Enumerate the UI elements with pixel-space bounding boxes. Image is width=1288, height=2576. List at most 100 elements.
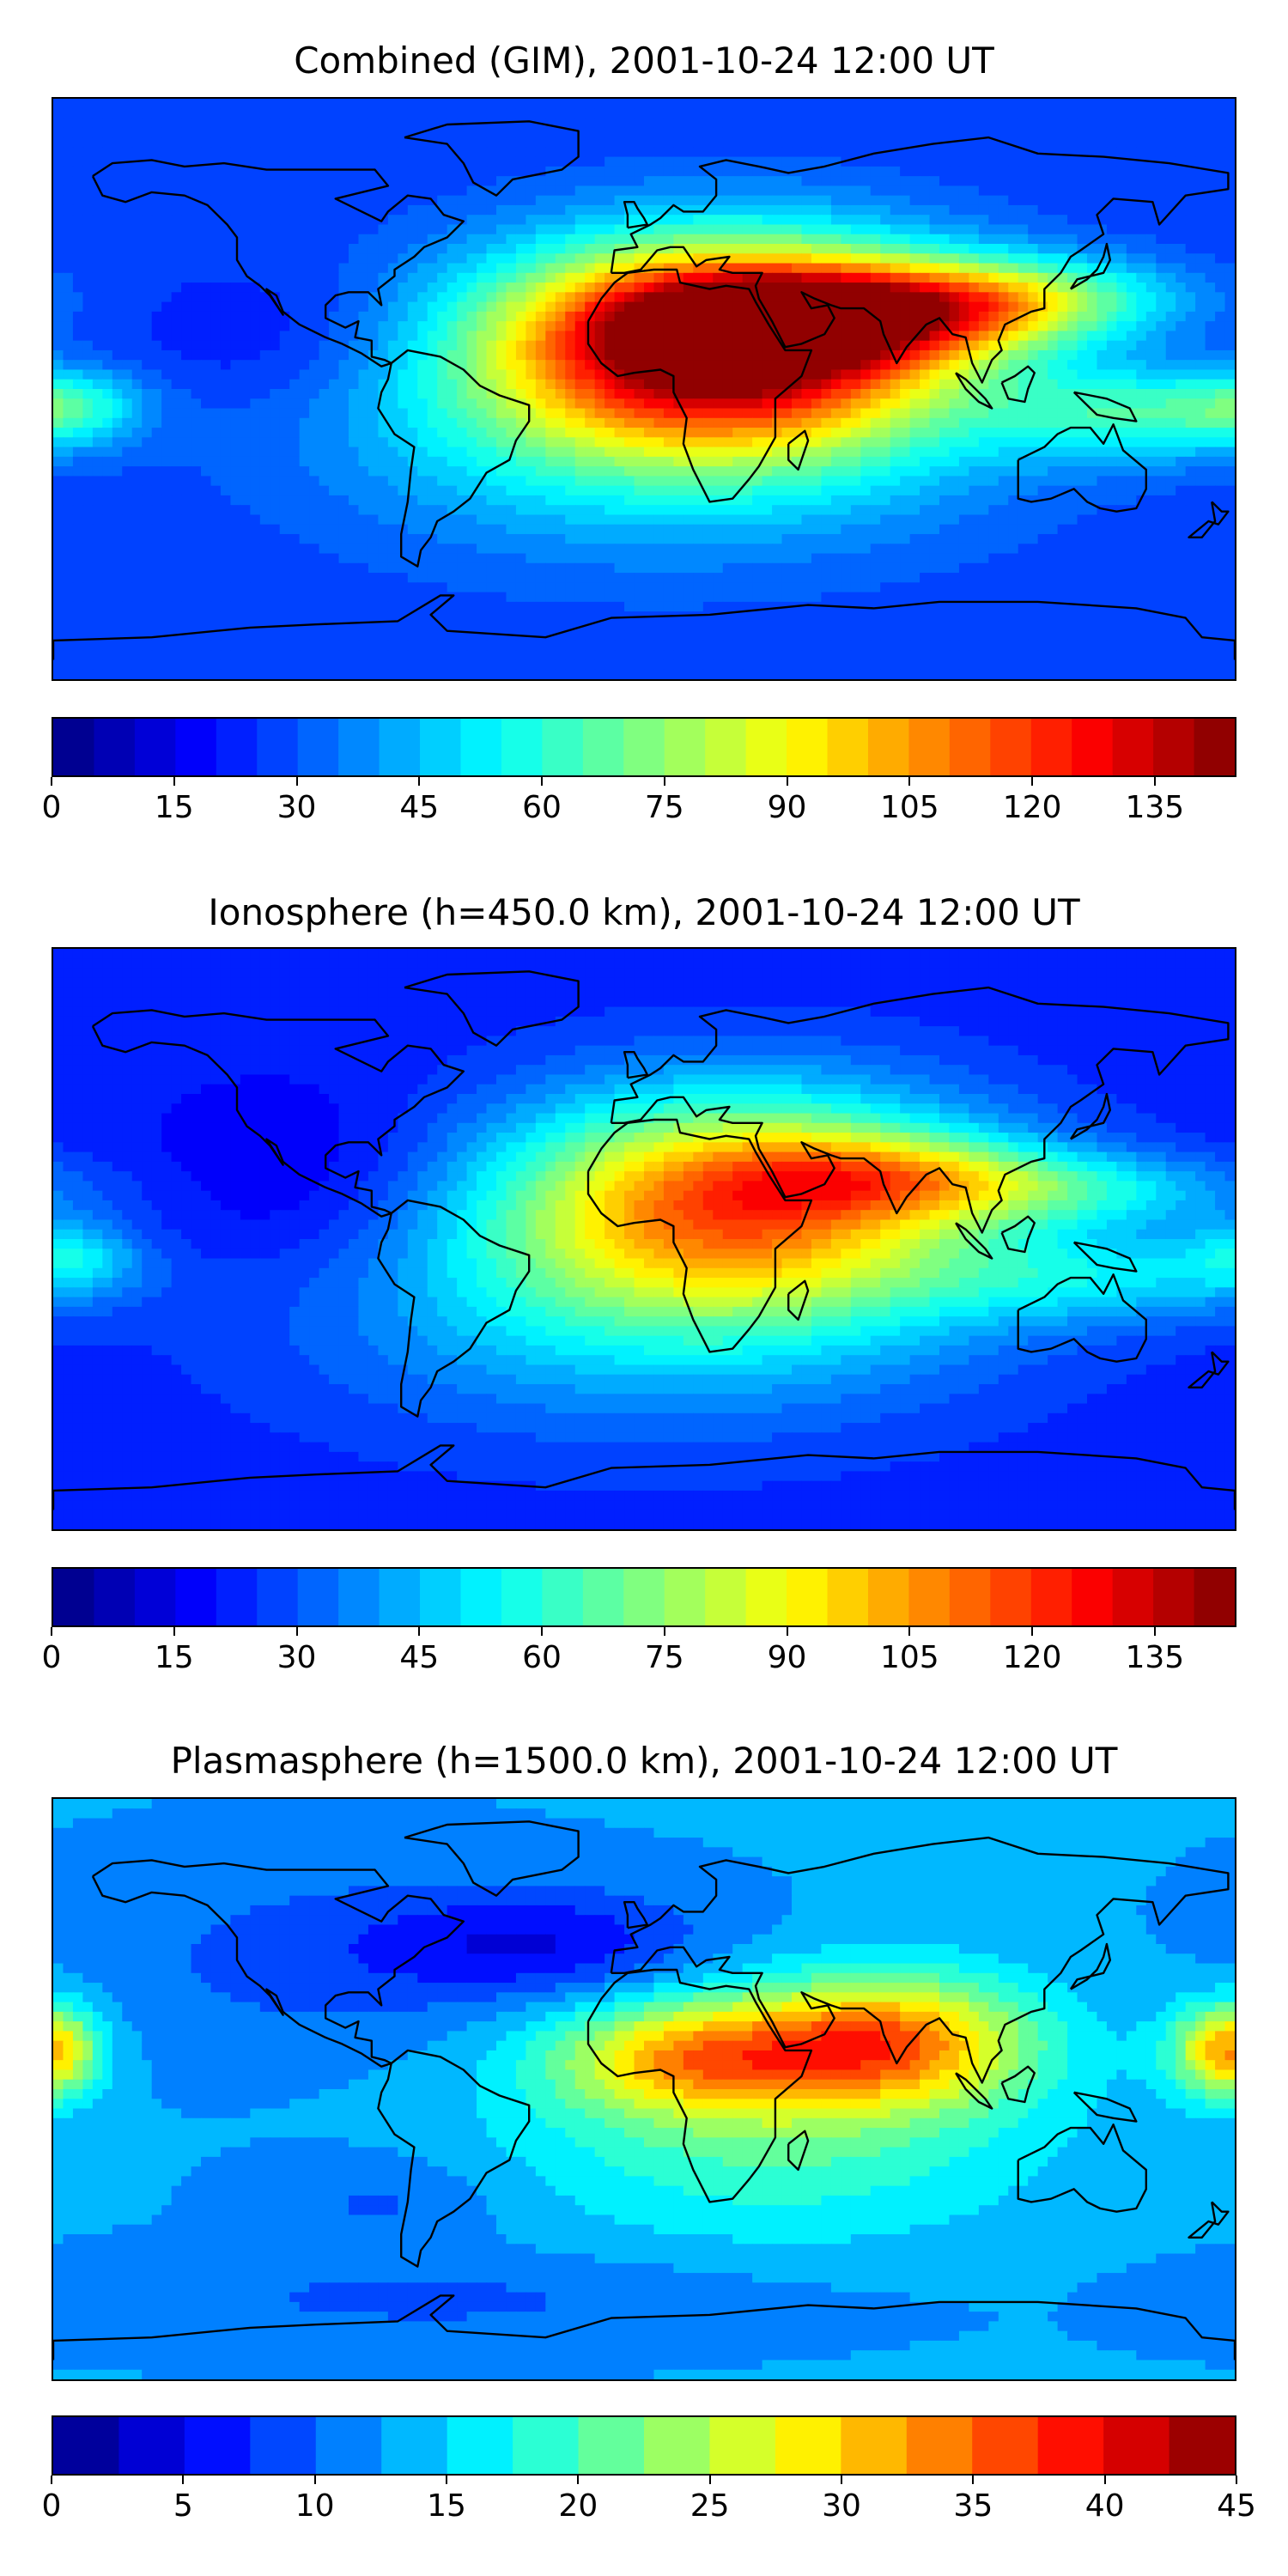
tec-cell bbox=[447, 263, 458, 274]
tec-cell bbox=[594, 476, 605, 487]
tec-cell bbox=[387, 292, 398, 303]
tec-cell bbox=[417, 292, 428, 303]
tec-cell bbox=[1037, 408, 1048, 419]
tec-cell bbox=[555, 263, 566, 274]
tec-cell bbox=[890, 466, 901, 477]
tec-cell bbox=[900, 244, 911, 254]
tec-cell bbox=[515, 108, 526, 119]
tec-cell bbox=[929, 166, 940, 177]
tec-cell bbox=[329, 447, 340, 458]
tec-cell bbox=[693, 147, 704, 158]
tec-cell bbox=[220, 234, 231, 245]
tec-cell bbox=[585, 466, 596, 477]
tec-cell bbox=[634, 137, 645, 148]
tec-cell bbox=[900, 195, 911, 206]
tec-cell bbox=[781, 447, 793, 458]
tec-cell bbox=[1087, 311, 1098, 322]
tec-cell bbox=[1018, 253, 1029, 264]
tec-cell bbox=[909, 389, 920, 399]
tec-cell bbox=[683, 437, 694, 448]
tec-cell bbox=[1205, 447, 1216, 458]
tec-cell bbox=[181, 263, 192, 274]
tec-cell bbox=[349, 456, 360, 467]
tec-cell bbox=[821, 137, 832, 148]
tec-cell bbox=[1195, 398, 1206, 410]
tec-cell bbox=[151, 389, 162, 399]
tec-cell bbox=[92, 185, 103, 197]
tec-cell bbox=[585, 215, 596, 226]
tec-cell bbox=[240, 253, 251, 264]
tec-cell bbox=[742, 340, 753, 351]
tec-cell bbox=[909, 466, 920, 477]
tec-cell bbox=[663, 137, 674, 148]
tec-cell bbox=[890, 408, 901, 419]
tec-cell bbox=[358, 176, 369, 186]
tec-cell bbox=[909, 166, 920, 177]
tec-cell bbox=[958, 166, 969, 177]
tec-cell bbox=[920, 166, 931, 177]
tec-cell bbox=[929, 389, 940, 399]
tec-cell bbox=[506, 398, 517, 410]
tec-cell bbox=[653, 195, 665, 206]
tec-cell bbox=[92, 195, 103, 206]
tec-cell bbox=[151, 195, 162, 206]
tec-cell bbox=[1116, 127, 1127, 138]
tec-cell bbox=[870, 379, 881, 390]
tec-cell bbox=[358, 127, 369, 138]
tec-cell bbox=[988, 321, 999, 331]
tec-cell bbox=[191, 253, 202, 264]
tec-cell bbox=[555, 99, 566, 109]
tec-cell bbox=[1106, 176, 1117, 186]
tec-cell bbox=[417, 456, 428, 467]
tec-cell bbox=[250, 456, 261, 467]
tec-cell bbox=[1037, 118, 1048, 129]
tec-cell bbox=[407, 185, 418, 197]
tec-cell bbox=[398, 417, 409, 428]
tec-cell bbox=[427, 244, 438, 254]
tec-cell bbox=[92, 428, 103, 438]
tec-cell bbox=[1145, 398, 1157, 410]
tec-cell bbox=[368, 204, 379, 216]
tec-cell bbox=[72, 321, 83, 331]
tec-cell bbox=[1106, 485, 1117, 496]
tec-cell bbox=[920, 466, 931, 477]
tec-cell bbox=[742, 495, 753, 506]
tec-cell bbox=[949, 127, 960, 138]
tec-cell bbox=[900, 485, 911, 496]
tec-cell bbox=[486, 263, 497, 274]
tec-cell bbox=[515, 379, 526, 390]
tec-cell bbox=[447, 437, 458, 448]
tec-cell bbox=[230, 369, 241, 380]
tec-cell bbox=[1097, 417, 1108, 428]
tec-cell bbox=[63, 456, 74, 467]
tec-cell bbox=[338, 118, 349, 129]
tec-cell bbox=[1018, 379, 1029, 390]
tec-cell bbox=[850, 428, 861, 438]
tec-cell bbox=[387, 234, 398, 245]
tec-cell bbox=[752, 340, 763, 351]
tec-cell bbox=[427, 476, 438, 487]
tec-cell bbox=[1215, 272, 1226, 283]
tec-cell bbox=[437, 379, 448, 390]
tec-cell bbox=[466, 166, 477, 177]
tec-cell bbox=[171, 311, 182, 322]
tec-cell bbox=[545, 331, 556, 342]
tec-cell bbox=[112, 127, 123, 138]
tec-cell bbox=[1018, 292, 1029, 303]
tec-cell bbox=[929, 379, 940, 390]
tec-cell bbox=[496, 253, 507, 264]
tec-cell bbox=[752, 360, 763, 371]
tec-cell bbox=[63, 398, 74, 410]
tec-cell bbox=[112, 398, 123, 410]
tec-cell bbox=[653, 369, 665, 380]
tec-cell bbox=[811, 398, 822, 410]
tec-cell bbox=[702, 321, 714, 331]
tec-cell bbox=[969, 340, 980, 351]
tec-cell bbox=[585, 349, 596, 361]
tec-cell bbox=[663, 379, 674, 390]
tec-cell bbox=[496, 408, 507, 419]
tec-cell bbox=[1145, 437, 1157, 448]
tec-cell bbox=[1215, 428, 1226, 438]
tec-cell bbox=[1205, 321, 1216, 331]
tec-cell bbox=[594, 340, 605, 351]
